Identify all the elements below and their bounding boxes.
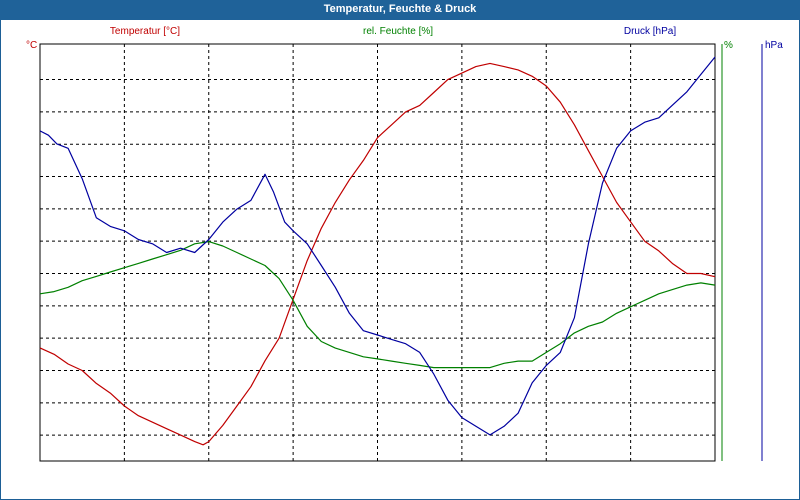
temperature-series-line: [39, 62, 716, 446]
chart-title-bar: Temperatur, Feuchte & Druck: [0, 0, 800, 20]
series-layer: [39, 56, 716, 446]
humidity-unit-label: %: [724, 40, 733, 51]
pressure-unit-label: hPa: [765, 40, 783, 51]
temperature-axis-label: Temperatur [°C]: [110, 26, 180, 37]
chart-title: Temperatur, Feuchte & Druck: [323, 3, 477, 15]
grid-layer: [40, 44, 715, 461]
humidity-series-line: [39, 241, 716, 369]
pressure-axis-label: Druck [hPa]: [624, 26, 676, 37]
pressure-series-line: [39, 56, 716, 436]
plot-frame: [39, 43, 763, 462]
plot-border: [39, 43, 716, 462]
humidity-axis-label: rel. Feuchte [%]: [363, 26, 433, 37]
temperature-unit-label: °C: [26, 40, 37, 51]
